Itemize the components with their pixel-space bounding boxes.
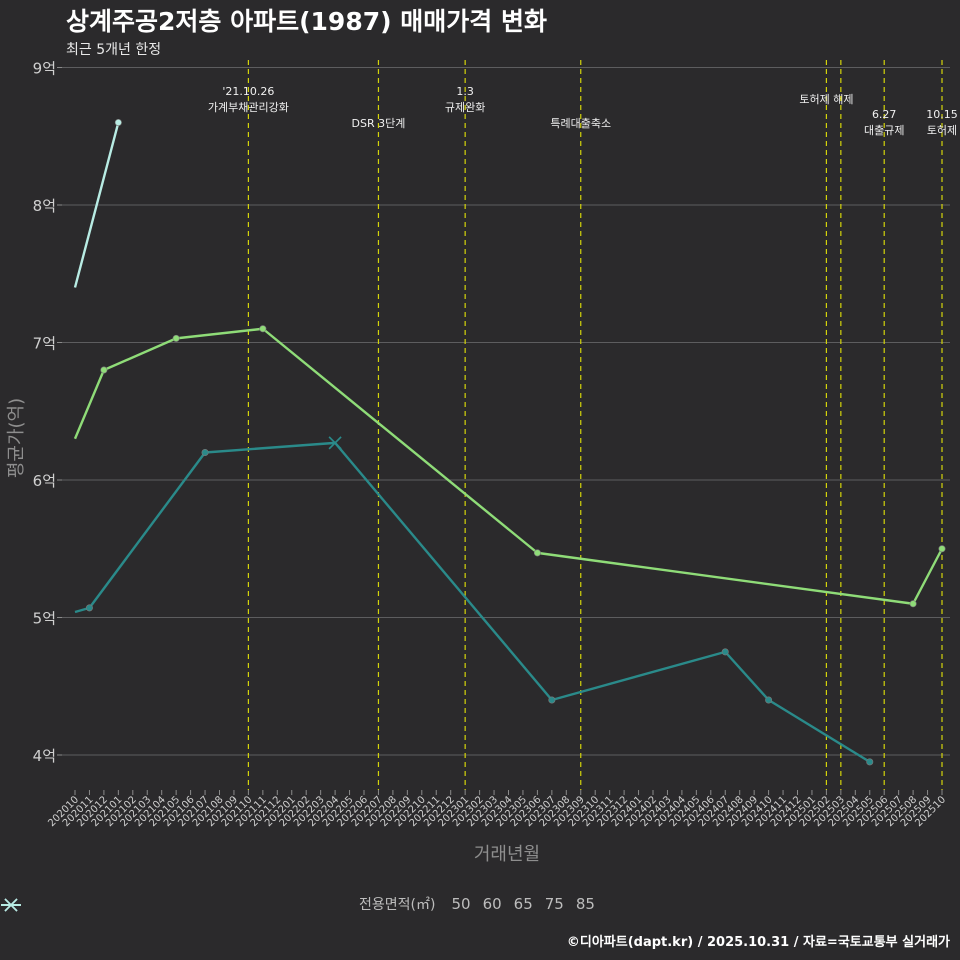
footer-credit: ©디아파트(dapt.kr) / 2025.10.31 / 자료=국토교통부 실… <box>566 935 950 950</box>
legend-item-85: 85 <box>1 895 595 913</box>
legend-label: 75 <box>544 895 564 913</box>
legend-item-50: 50 <box>1 895 471 913</box>
event-label: 10.15 <box>926 108 958 121</box>
grid-lines <box>62 67 950 756</box>
data-point <box>172 334 180 342</box>
legend-label: 50 <box>451 895 471 913</box>
legend-title: 전용면적(㎡) <box>359 897 436 913</box>
x-axis-title: 거래년월 <box>474 844 540 865</box>
series-line-85 <box>73 122 120 288</box>
axes: 4억5억6억7억8억9억2020102020112020122021012021… <box>33 60 948 830</box>
data-point <box>866 758 874 766</box>
event-label: DSR 3단계 <box>352 117 406 130</box>
data-point <box>909 600 917 608</box>
legend-label: 85 <box>575 895 595 913</box>
series-line-60 <box>73 327 944 605</box>
event-label: 규제완화 <box>445 101 485 114</box>
y-tick-label: 6억 <box>33 472 56 490</box>
chart-subtitle: 최근 5개년 한정 <box>66 42 162 58</box>
legend: 전용면적(㎡) 50 60 65 75 85 <box>0 894 960 914</box>
legend-item-60: 60 <box>1 895 502 913</box>
event-label: 특례대출축소 <box>550 117 611 130</box>
y-tick-label: 5억 <box>33 610 56 628</box>
data-point <box>85 604 93 612</box>
y-tick-label: 9억 <box>33 60 56 78</box>
data-point <box>938 545 946 553</box>
legend-item-75: 75 <box>1 895 564 913</box>
data-point <box>259 325 267 333</box>
legend-item-65: 65 <box>1 895 533 913</box>
event-label: 가계부채관리강화 <box>208 101 289 114</box>
series-line-50 <box>74 441 871 763</box>
event-label: 1.3 <box>456 85 474 98</box>
data-point <box>533 549 541 557</box>
data-point <box>100 366 108 374</box>
event-label: 대출규제 <box>864 124 904 137</box>
series-lines <box>73 119 946 766</box>
legend-key-icon <box>1 898 21 912</box>
y-tick-label: 7억 <box>33 335 56 353</box>
chart-title: 상계주공2저층 아파트(1987) 매매가격 변화 <box>66 7 547 36</box>
event-label: 토허제 해제 <box>799 92 853 106</box>
data-point <box>114 119 122 127</box>
data-point <box>765 696 773 704</box>
data-point <box>548 696 556 704</box>
y-tick-label: 8억 <box>33 197 56 215</box>
data-point-cross <box>328 436 342 450</box>
y-axis-title: 평균가(억) <box>6 398 27 478</box>
data-point <box>721 648 729 656</box>
data-point <box>201 448 209 456</box>
legend-label: 60 <box>482 895 502 913</box>
event-label: 6.27 <box>872 108 897 121</box>
event-label: 토허제 <box>927 124 957 137</box>
legend-label: 65 <box>513 895 533 913</box>
y-tick-label: 4억 <box>33 747 56 765</box>
event-label: '21.10.26 <box>222 85 274 98</box>
